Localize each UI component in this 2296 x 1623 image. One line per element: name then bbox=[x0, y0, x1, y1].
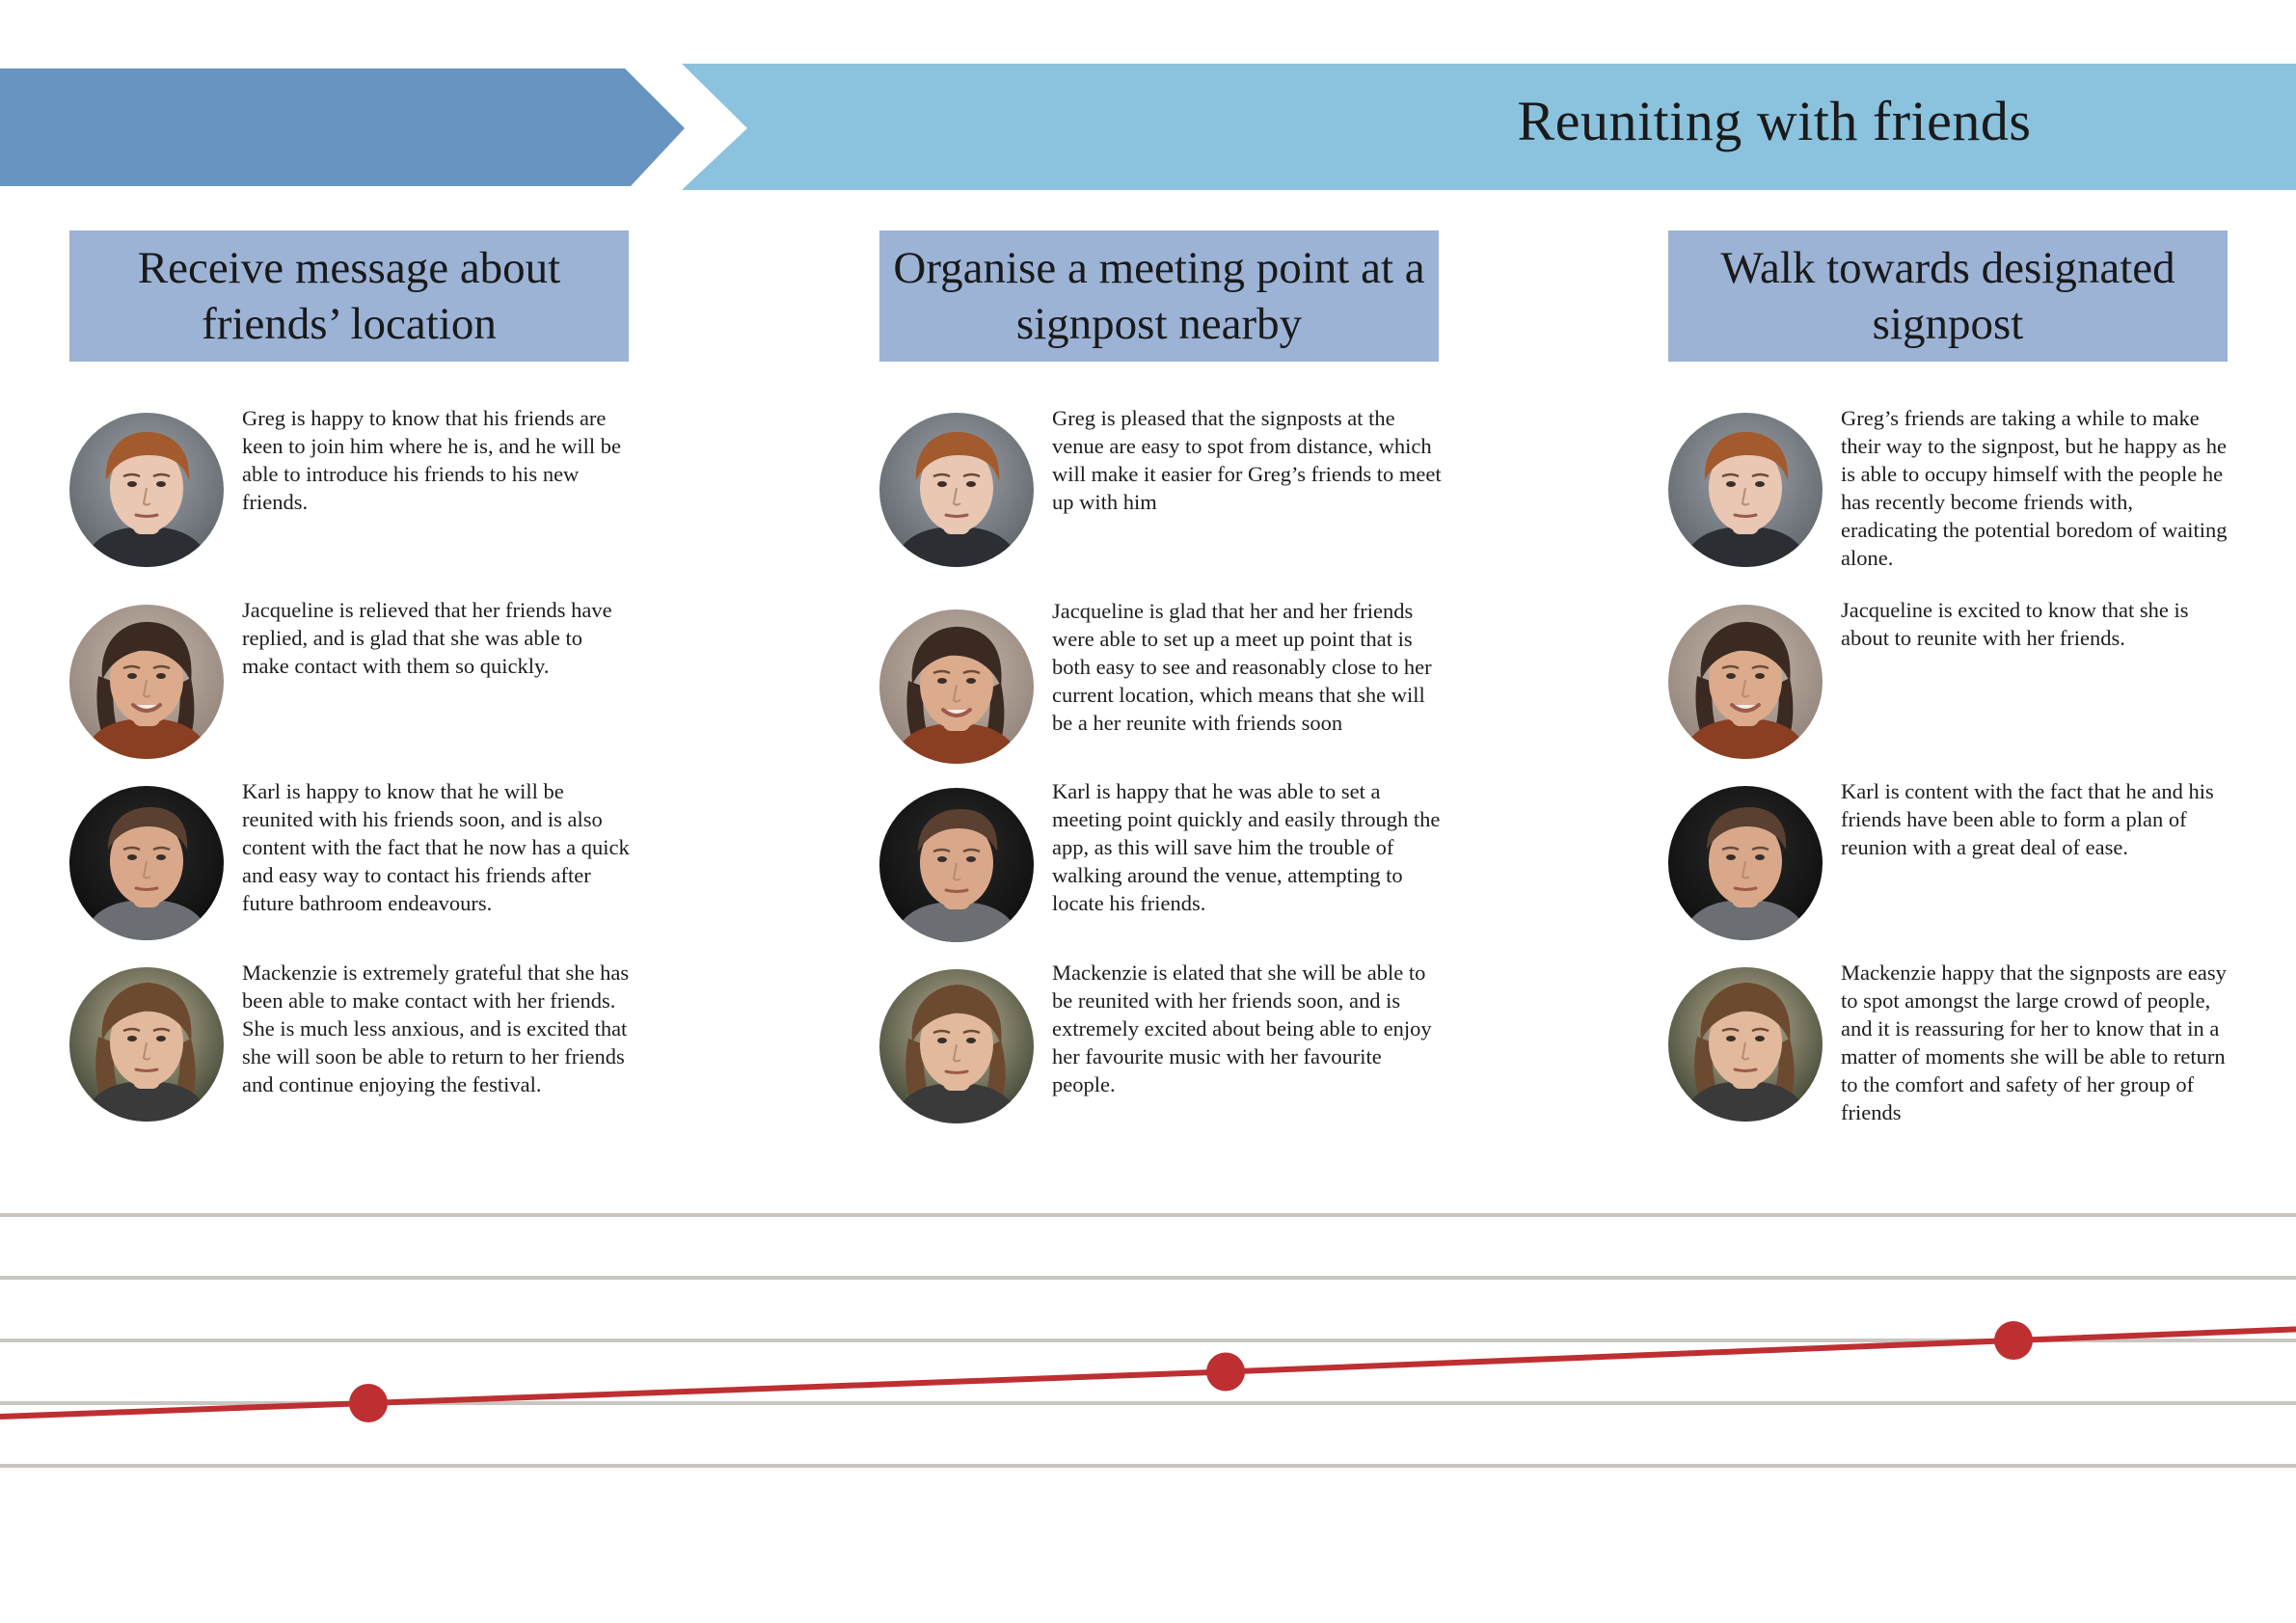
greg-avatar bbox=[1668, 413, 1823, 567]
mackenzie-avatar bbox=[1668, 967, 1823, 1122]
stage-header-1: Receive message about friends’ location bbox=[69, 230, 629, 362]
jacqueline-avatar bbox=[1668, 605, 1823, 759]
persona-quote: Karl is happy that he was able to set a … bbox=[1052, 779, 1441, 915]
persona-quote: Karl is content with the fact that he an… bbox=[1841, 779, 2214, 859]
journey-banner bbox=[0, 64, 2296, 190]
stage-title: Receive message about friends’ location bbox=[137, 243, 561, 349]
persona-jacqueline: Jacqueline is excited to know that she i… bbox=[1668, 598, 2231, 759]
persona-quote: Jacqueline is glad that her and her frie… bbox=[1052, 599, 1432, 735]
persona-mackenzie: Mackenzie is elated that she will be abl… bbox=[879, 960, 1443, 1123]
karl-avatar bbox=[1668, 786, 1823, 940]
persona-karl: Karl is happy that he was able to set a … bbox=[879, 779, 1443, 942]
jacqueline-avatar bbox=[69, 605, 224, 759]
karl-avatar bbox=[879, 788, 1034, 942]
persona-mackenzie: Mackenzie happy that the signposts are e… bbox=[1668, 960, 2231, 1126]
persona-karl: Karl is content with the fact that he an… bbox=[1668, 779, 2231, 940]
emotion-point bbox=[1994, 1321, 2033, 1360]
mackenzie-avatar bbox=[69, 967, 224, 1122]
persona-jacqueline: Jacqueline is relieved that her friends … bbox=[69, 598, 633, 759]
persona-karl: Karl is happy to know that he will be re… bbox=[69, 779, 633, 940]
stage-header-2: Organise a meeting point at a signpost n… bbox=[879, 230, 1439, 362]
persona-quote: Jacqueline is excited to know that she i… bbox=[1841, 598, 2189, 650]
greg-avatar bbox=[879, 413, 1034, 567]
persona-quote: Karl is happy to know that he will be re… bbox=[242, 779, 630, 915]
stage-title: Organise a meeting point at a signpost n… bbox=[893, 243, 1425, 349]
persona-quote: Jacqueline is relieved that her friends … bbox=[242, 598, 612, 678]
persona-greg: Greg’s friends are taking a while to mak… bbox=[1668, 406, 2231, 572]
banner-arrow-dark bbox=[0, 68, 685, 186]
emotion-point bbox=[349, 1384, 388, 1422]
karl-avatar bbox=[69, 786, 224, 940]
persona-mackenzie: Mackenzie is extremely grateful that she… bbox=[69, 960, 633, 1122]
persona-quote: Mackenzie happy that the signposts are e… bbox=[1841, 960, 2227, 1124]
mackenzie-avatar bbox=[879, 969, 1034, 1123]
banner-title: Reuniting with friends bbox=[1517, 90, 2032, 152]
stage-header-3: Walk towards designated signpost bbox=[1668, 230, 2228, 362]
greg-avatar bbox=[69, 413, 224, 567]
persona-greg: Greg is pleased that the signposts at th… bbox=[879, 406, 1443, 567]
emotion-graph bbox=[0, 1213, 2296, 1468]
persona-jacqueline: Jacqueline is glad that her and her frie… bbox=[879, 599, 1443, 764]
emotion-point bbox=[1206, 1352, 1245, 1392]
jacqueline-avatar bbox=[879, 609, 1034, 764]
persona-quote: Greg is pleased that the signposts at th… bbox=[1052, 406, 1442, 514]
persona-greg: Greg is happy to know that his friends a… bbox=[69, 406, 633, 567]
persona-quote: Greg’s friends are taking a while to mak… bbox=[1841, 406, 2228, 570]
persona-quote: Mackenzie is elated that she will be abl… bbox=[1052, 960, 1432, 1096]
stage-title: Walk towards designated signpost bbox=[1720, 243, 2175, 349]
banner-band-light bbox=[682, 64, 2296, 190]
persona-quote: Greg is happy to know that his friends a… bbox=[242, 406, 622, 514]
persona-quote: Mackenzie is extremely grateful that she… bbox=[242, 960, 630, 1096]
